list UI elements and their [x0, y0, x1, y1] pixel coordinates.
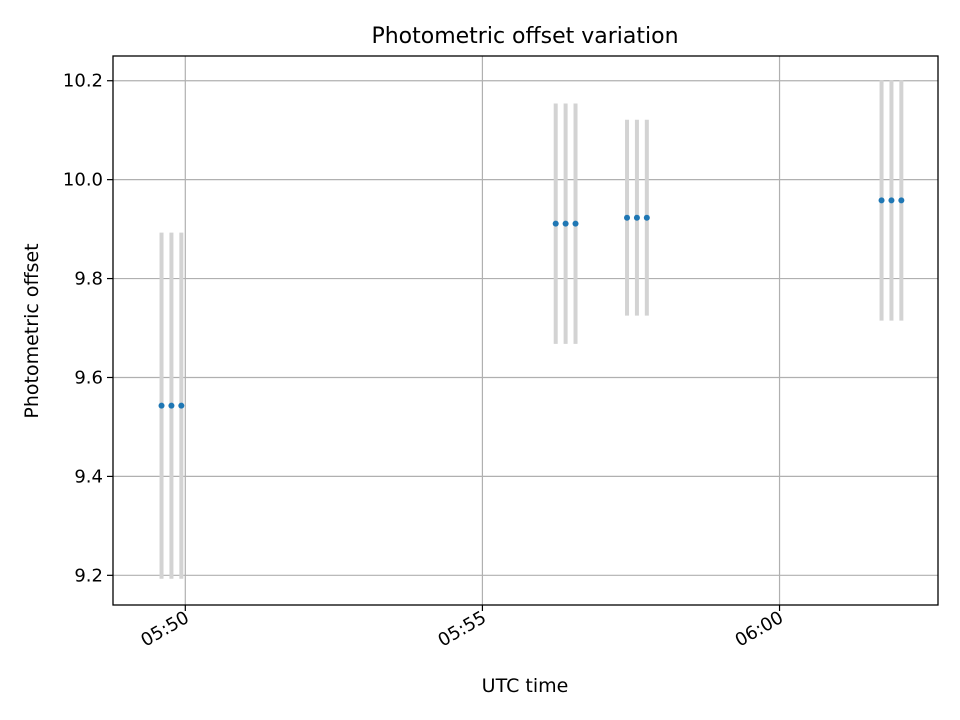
y-axis-label: Photometric offset [21, 243, 43, 418]
data-point [168, 402, 175, 409]
data-point [878, 197, 885, 204]
data-point [624, 214, 631, 221]
data-point [572, 220, 579, 227]
data-point [633, 214, 640, 221]
data-point [562, 220, 569, 227]
x-axis-label: UTC time [482, 675, 569, 697]
data-points [158, 197, 905, 409]
data-point [643, 214, 650, 221]
y-tick-label: 9.8 [74, 269, 103, 290]
y-tick-label: 9.2 [74, 565, 103, 586]
data-point [158, 402, 165, 409]
data-point [178, 402, 185, 409]
y-tick-label: 9.4 [74, 466, 103, 487]
plot-frame [112, 55, 939, 606]
data-point [898, 197, 905, 204]
data-point [552, 220, 559, 227]
y-tick-label: 9.6 [74, 367, 103, 388]
data-point [888, 197, 895, 204]
chart-title: Photometric offset variation [371, 24, 678, 49]
y-tick-label: 10.2 [63, 71, 103, 92]
y-tick-label: 10.0 [63, 170, 103, 191]
grid [113, 56, 938, 605]
